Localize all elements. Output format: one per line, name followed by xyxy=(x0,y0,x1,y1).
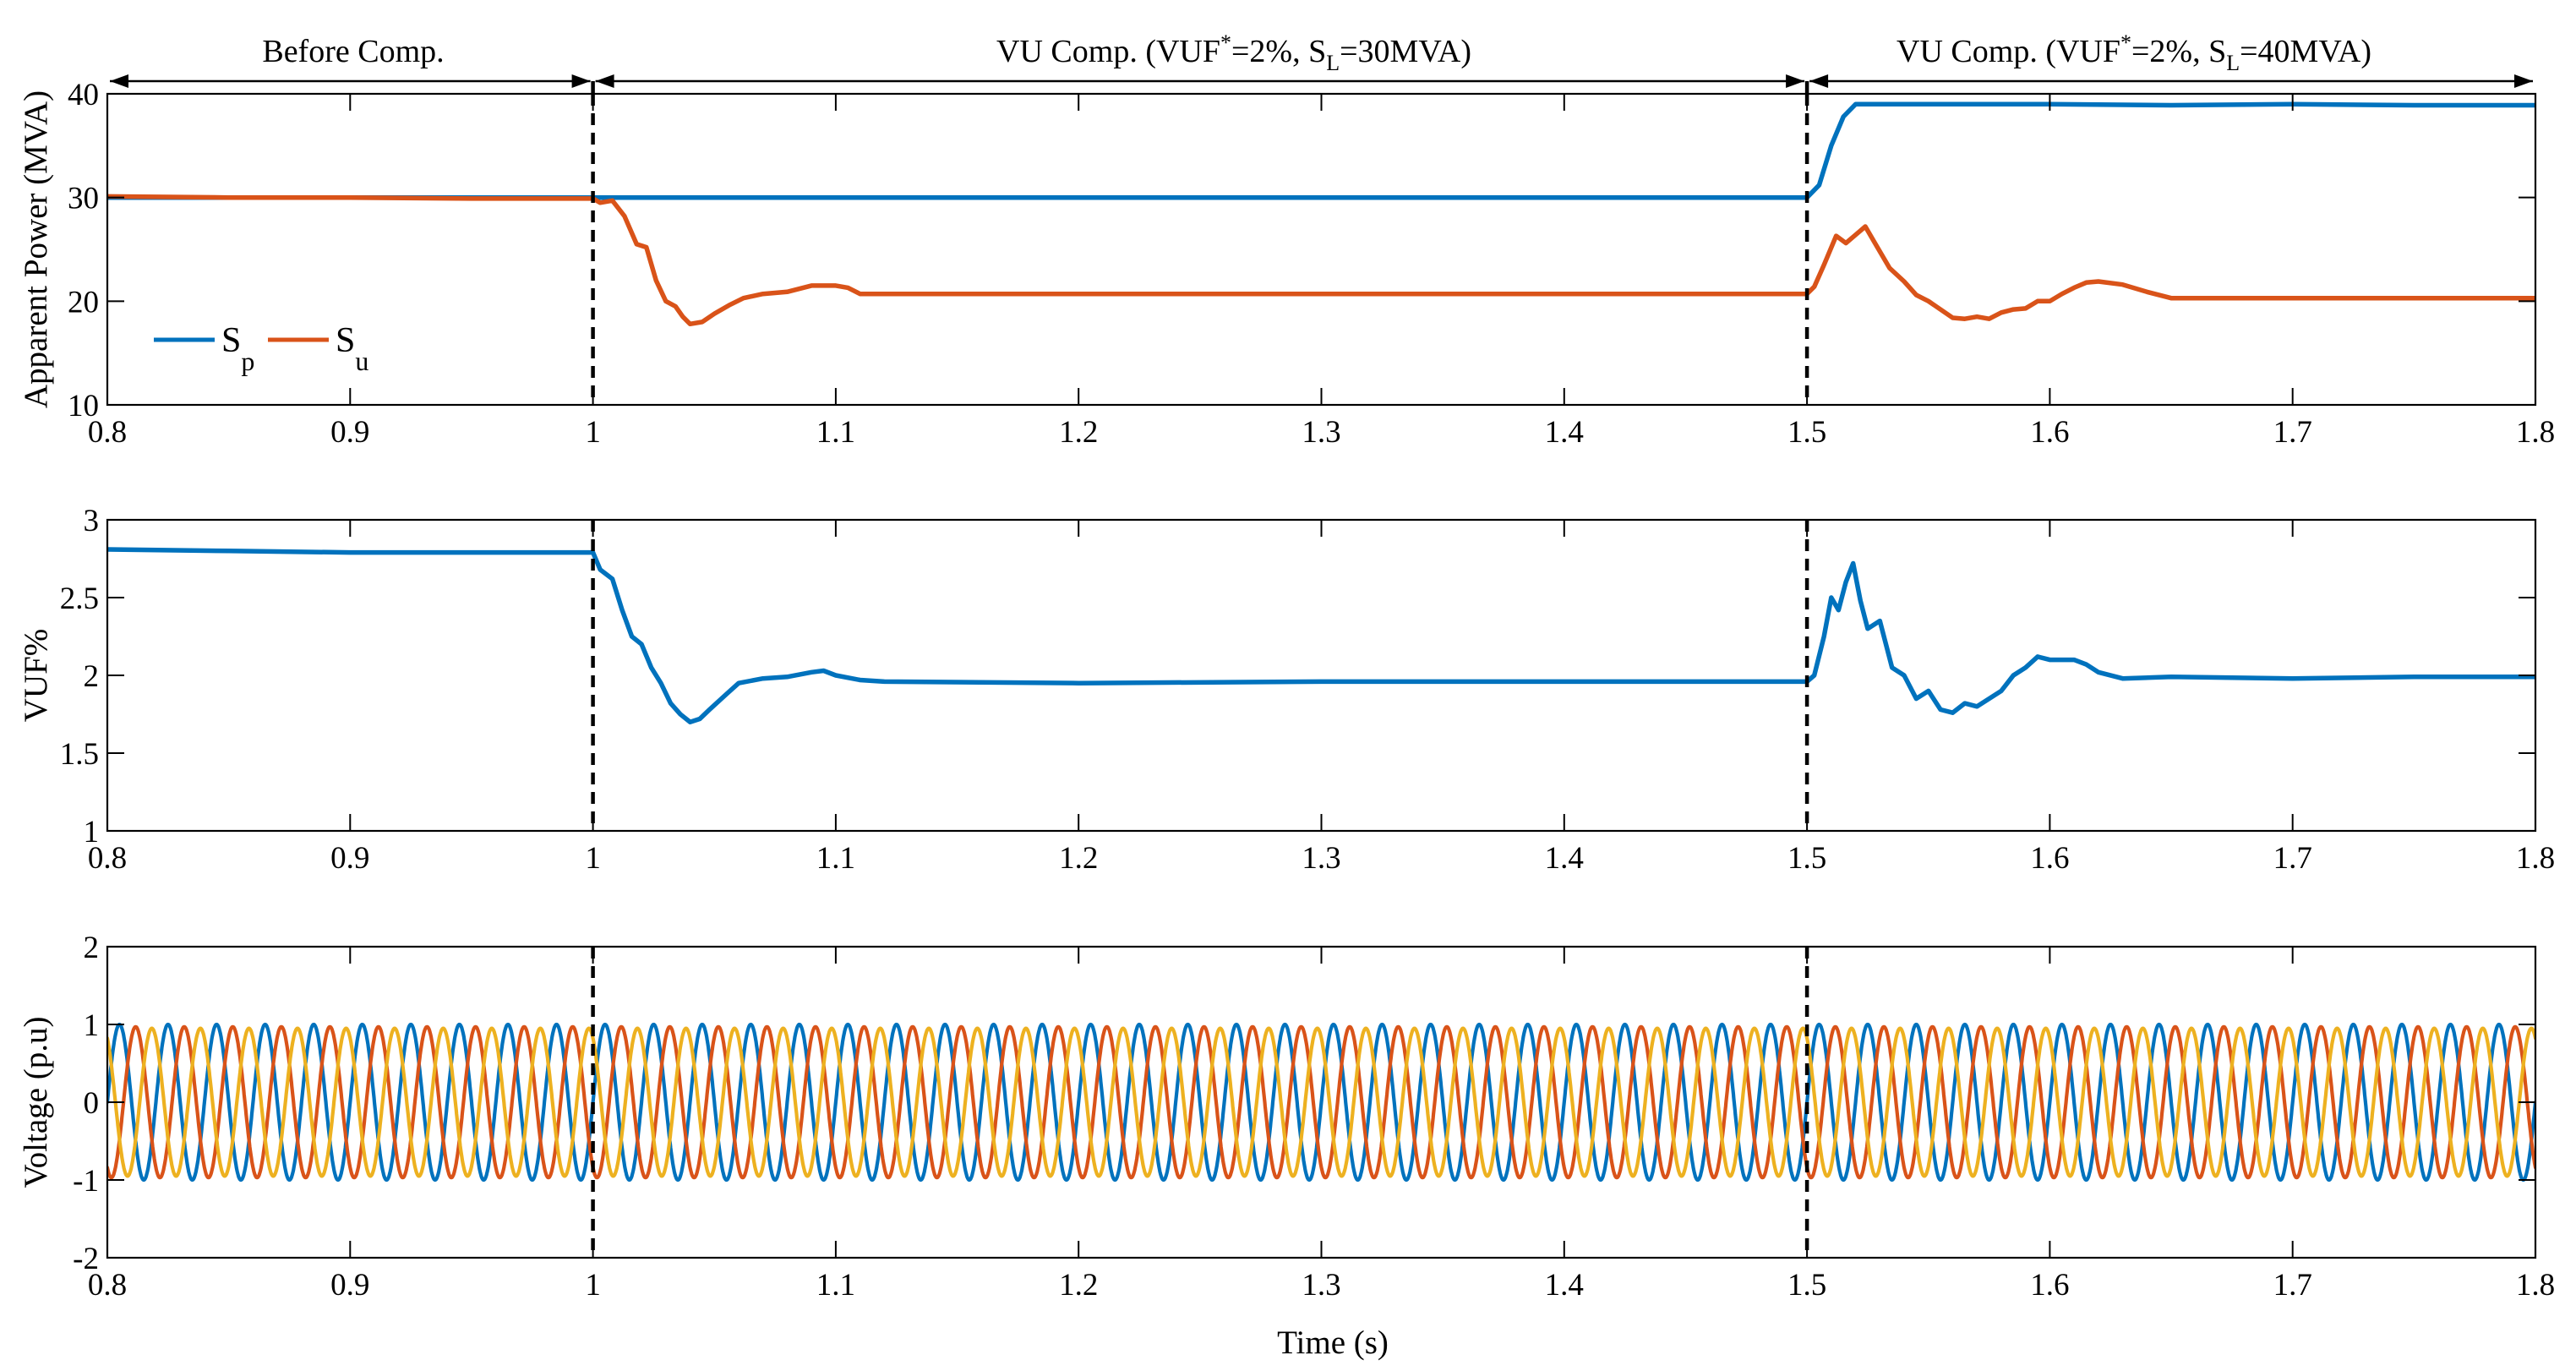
y-tick-label: 0 xyxy=(84,1086,100,1121)
y-tick-label: 2.5 xyxy=(60,582,99,616)
x-tick-label: 1.1 xyxy=(816,841,855,876)
x-tick-label: 1.1 xyxy=(816,1268,855,1303)
x-tick-label: 1.5 xyxy=(1787,415,1826,450)
x-tick-label: 0.9 xyxy=(330,841,369,876)
legend: Sp Su xyxy=(154,321,368,376)
y-tick-label: 3 xyxy=(84,504,100,538)
arrow-head-left xyxy=(595,74,614,88)
x-tick-label: 1.3 xyxy=(1302,415,1340,450)
x-tick-label: 1.5 xyxy=(1787,841,1826,876)
x-tick-label: 1.8 xyxy=(2516,841,2555,876)
x-tick-label: 0.9 xyxy=(330,1268,369,1303)
x-tick-label: 0.8 xyxy=(88,1268,127,1303)
vuf-y-axis-label: VUF% xyxy=(18,629,54,723)
x-tick-label: 1.7 xyxy=(2273,841,2312,876)
apparent-power-series-su xyxy=(107,194,2535,327)
x-tick-label: 1.4 xyxy=(1545,1268,1584,1303)
apparent-power-panel: 0.8 0.9 1 1.1 1.2 1.3 1.4 1.5 1.6 1.7 1.8 10 20 30 40 A… xyxy=(18,78,2555,450)
y-tick-label: 1 xyxy=(84,1008,100,1043)
vuf-plot-area xyxy=(107,547,2535,724)
y-tick-label: 2 xyxy=(84,659,100,694)
voltage-plot-area xyxy=(107,1022,2535,1183)
arrow-head-right xyxy=(1786,74,1805,88)
vuf-panel: 0.8 0.9 1 1.1 1.2 1.3 1.4 1.5 1.6 1.7 1.8 1 1.5 2 2.5 3… xyxy=(18,504,2555,876)
legend-entry: Su xyxy=(336,321,368,376)
vuf-series-vuf xyxy=(107,547,2535,724)
x-tick-label: 1.2 xyxy=(1059,415,1098,450)
x-tick-label: 1.3 xyxy=(1302,1268,1340,1303)
arrow-head-right xyxy=(2514,74,2533,88)
x-axis-label: Time (s) xyxy=(1277,1325,1389,1361)
apparent-power-y-axis-label: Apparent Power (MVA) xyxy=(18,90,54,408)
x-tick-label: 0.9 xyxy=(330,415,369,450)
y-tick-label: -1 xyxy=(73,1164,99,1199)
x-tick-label: 1 xyxy=(585,1268,601,1303)
x-tick-label: 1.2 xyxy=(1059,841,1098,876)
apparent-power-axes-frame xyxy=(106,92,2537,407)
x-tick-label: 0.8 xyxy=(88,841,127,876)
y-tick-label: 10 xyxy=(68,389,99,423)
annotation-vu-comp-40mva: VU Comp. (VUF*=2%, SL=40MVA) xyxy=(1897,30,2371,75)
voltage-y-axis-label: Voltage (p.u) xyxy=(18,1017,54,1188)
voltage-phase-c xyxy=(107,1026,2535,1178)
x-tick-label: 1.7 xyxy=(2273,1268,2312,1303)
apparent-power-plot-area xyxy=(107,101,2535,327)
voltage-phase-b xyxy=(107,1024,2535,1180)
x-tick-label: 1.8 xyxy=(2516,1268,2555,1303)
x-tick-label: 1.6 xyxy=(2030,1268,2069,1303)
voltage-panel: 0.8 0.9 1 1.1 1.2 1.3 1.4 1.5 1.6 1.7 1.8 -2 -1 0 1 2 Vo… xyxy=(18,931,2555,1303)
annotation-layer: Before Comp. VU Comp. (VUF*=2%, SL=30MVA… xyxy=(262,30,2371,75)
arrow-head-left xyxy=(110,74,128,88)
y-tick-label: 30 xyxy=(68,182,99,216)
legend-entry: Sp xyxy=(221,321,254,376)
x-tick-label: 1.8 xyxy=(2516,415,2555,450)
x-tick-label: 1.6 xyxy=(2030,841,2069,876)
x-tick-label: 1 xyxy=(585,841,601,876)
voltage-phase-a xyxy=(107,1022,2535,1183)
x-tick-label: 1.4 xyxy=(1545,415,1584,450)
x-tick-label: 1.1 xyxy=(816,415,855,450)
x-tick-label: 1.3 xyxy=(1302,841,1340,876)
annotation-vu-comp-30mva: VU Comp. (VUF*=2%, SL=30MVA) xyxy=(996,30,1471,75)
annotation-before-comp: Before Comp. xyxy=(262,34,444,69)
x-tick-label: 1.6 xyxy=(2030,415,2069,450)
y-tick-label: 40 xyxy=(68,78,99,112)
x-tick-label: 0.8 xyxy=(88,415,127,450)
y-tick-label: -2 xyxy=(73,1242,99,1276)
x-tick-label: 1.2 xyxy=(1059,1268,1098,1303)
y-tick-label: 1.5 xyxy=(60,737,99,772)
arrow-head-right xyxy=(571,74,591,88)
y-tick-label: 20 xyxy=(68,285,99,320)
arrow-head-left xyxy=(1809,74,1829,88)
x-tick-label: 1 xyxy=(585,415,601,450)
annotation-arrows xyxy=(110,74,2533,94)
x-tick-label: 1.7 xyxy=(2273,415,2312,450)
x-tick-label: 1.5 xyxy=(1787,1268,1826,1303)
y-tick-label: 2 xyxy=(84,931,100,965)
y-tick-label: 1 xyxy=(84,815,100,849)
x-tick-label: 1.4 xyxy=(1545,841,1584,876)
apparent-power-series-sp xyxy=(107,101,2535,200)
